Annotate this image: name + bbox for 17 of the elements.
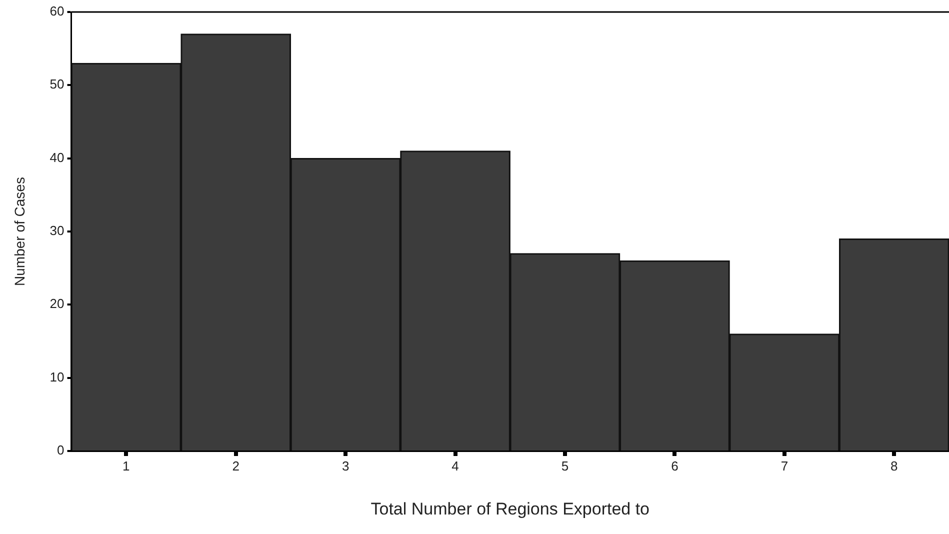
y-tick-label: 30 (50, 223, 64, 238)
x-axis-title: Total Number of Regions Exported to (370, 499, 650, 518)
x-tick-label: 2 (232, 458, 240, 474)
x-tick-label: 6 (671, 458, 678, 474)
y-tick-label: 20 (50, 296, 64, 312)
y-axis-title: Number of Cases (11, 177, 28, 286)
x-tick-label: 5 (561, 458, 569, 474)
y-tick-label: 60 (50, 4, 64, 19)
x-tick-label: 7 (780, 458, 788, 474)
x-tick-label: 8 (890, 458, 898, 474)
x-tick-label: 4 (452, 458, 459, 474)
y-tick-label: 50 (50, 76, 64, 92)
x-tick-label: 1 (122, 458, 130, 474)
y-tick-label: 0 (57, 442, 64, 458)
y-tick-label: 10 (50, 369, 64, 384)
x-tick-label: 3 (342, 458, 350, 474)
y-tick-label: 40 (50, 150, 64, 165)
